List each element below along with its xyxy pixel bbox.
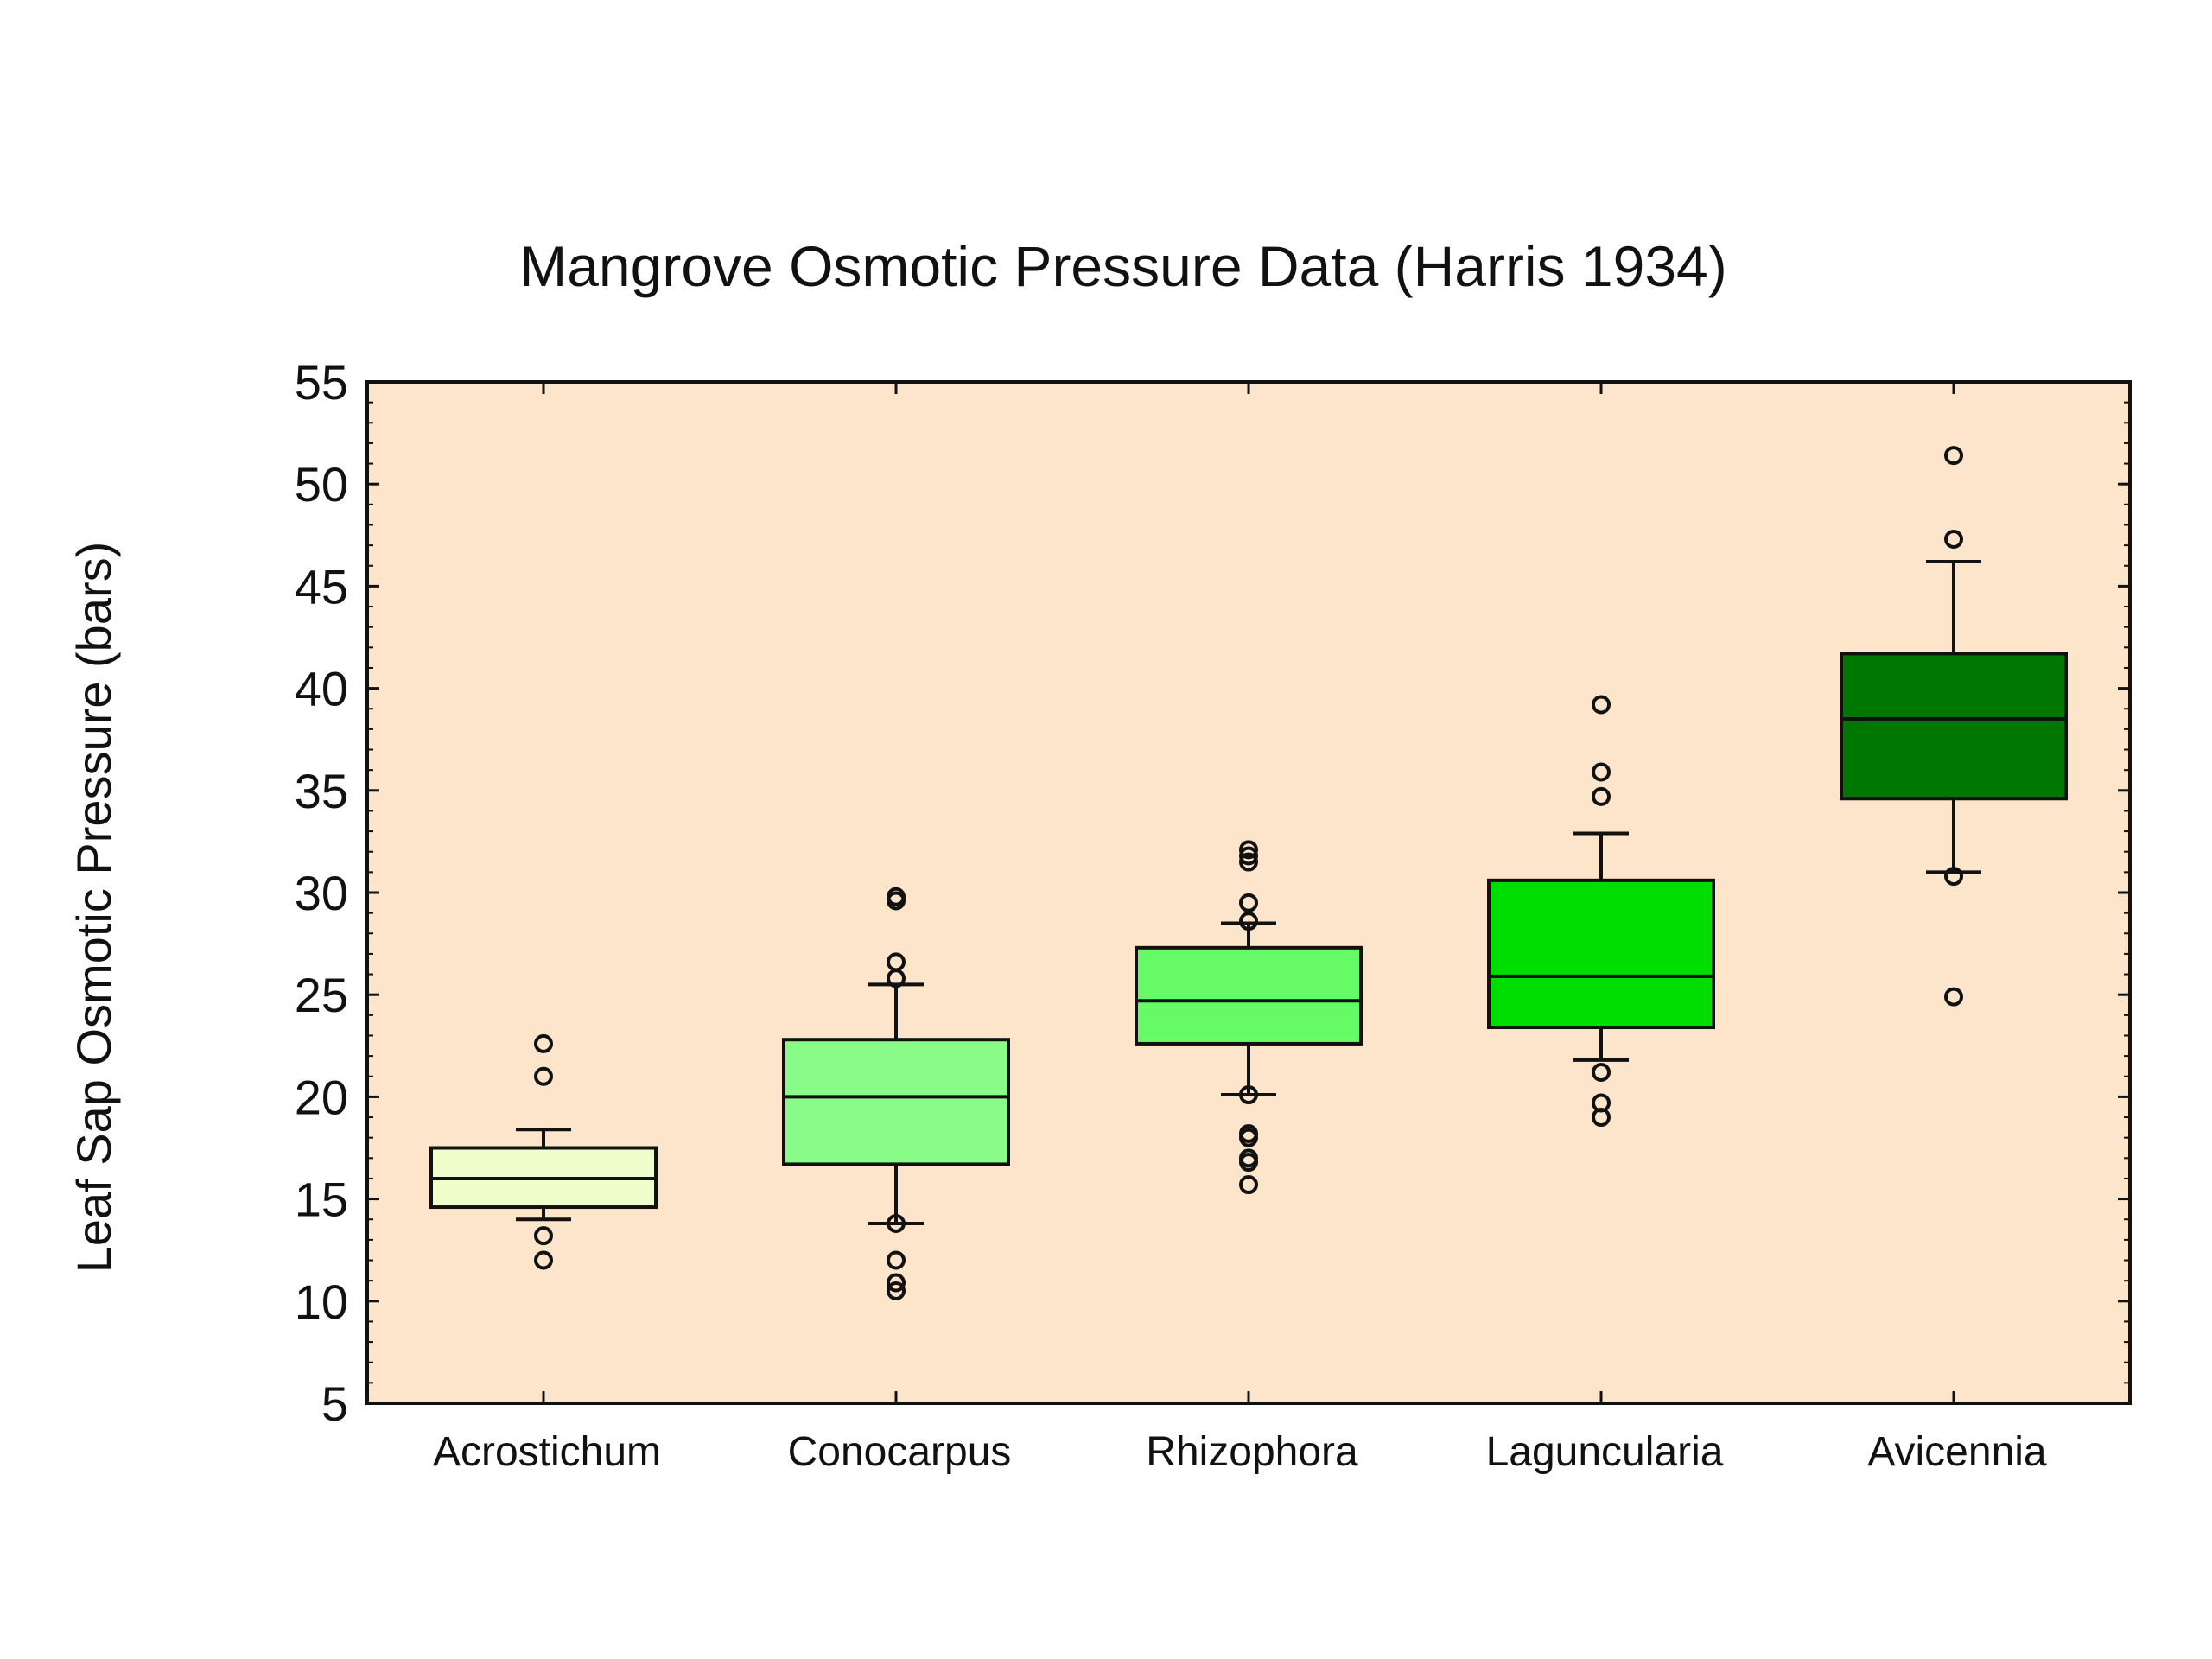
y-tick-label: 35	[295, 764, 348, 818]
outlier-point	[1944, 530, 1963, 550]
x-tick-label: Rhizophora	[1146, 1429, 1358, 1475]
x-tick-label: Acrostichum	[433, 1429, 661, 1475]
iqr-box	[782, 1038, 1010, 1166]
y-tick-label: 5	[321, 1376, 348, 1431]
outlier-point	[1239, 893, 1258, 912]
box-laguncularia	[1487, 695, 1715, 1128]
box-rhizophora	[1135, 840, 1363, 1195]
outlier-point	[1239, 1153, 1258, 1173]
x-tick-labels: Acrostichum Conocarpus Rhizophora Laguncula…	[433, 1429, 2047, 1475]
outlier-point	[1944, 987, 1963, 1007]
y-tick-label: 50	[295, 457, 348, 512]
outlier-point	[1592, 762, 1611, 782]
outlier-point	[1239, 1175, 1258, 1195]
outlier-point	[534, 1226, 553, 1246]
outlier-point	[1592, 1063, 1611, 1083]
outlier-point	[887, 1281, 906, 1300]
outlier-point	[1592, 695, 1611, 715]
outlier-point	[887, 1213, 906, 1233]
outlier-point	[887, 887, 906, 906]
outlier-point	[1239, 852, 1258, 872]
y-tick-label: 25	[295, 968, 348, 1022]
y-tick-label: 20	[295, 1070, 348, 1124]
iqr-box	[1487, 878, 1715, 1030]
outlier-point	[1239, 1085, 1258, 1105]
outlier-point	[1944, 867, 1963, 887]
y-tick-labels: 5 10 15 20 25 30 35 40 45 50 55	[295, 355, 348, 1431]
outlier-point	[1944, 446, 1963, 466]
outlier-point	[534, 1066, 553, 1086]
y-tick-label: 15	[295, 1173, 348, 1227]
box-acrostichum	[429, 1033, 658, 1270]
outlier-point	[1239, 846, 1258, 866]
outlier-point	[1239, 840, 1258, 860]
outlier-point	[887, 1273, 906, 1293]
x-tick-label: Avicennia	[1867, 1429, 2047, 1475]
plot-area	[365, 380, 2132, 1405]
outlier-point	[534, 1250, 553, 1270]
outlier-point	[534, 1033, 553, 1053]
y-tick-label: 30	[295, 866, 348, 920]
y-axis-label: Leaf Sap Osmotic Pressure (bars)	[67, 542, 121, 1274]
chart-title: Mangrove Osmotic Pressure Data (Harris 1…	[519, 234, 1726, 298]
x-tick-label: Laguncularia	[1486, 1429, 1724, 1475]
axis-ticks	[367, 380, 2130, 1405]
x-tick-label: Conocarpus	[788, 1429, 1012, 1475]
y-tick-label: 55	[295, 355, 348, 410]
outlier-point	[887, 1250, 906, 1270]
y-tick-label: 10	[295, 1274, 348, 1329]
y-tick-label: 45	[295, 559, 348, 613]
y-tick-label: 40	[295, 662, 348, 716]
iqr-box	[1840, 652, 2068, 801]
box-series	[429, 446, 2068, 1300]
outlier-point	[887, 952, 906, 972]
outlier-point	[1239, 1128, 1258, 1147]
outlier-point	[1592, 786, 1611, 806]
box-conocarpus	[782, 887, 1010, 1300]
outlier-point	[1239, 912, 1258, 931]
iqr-box	[1135, 945, 1363, 1046]
box-avicennia	[1840, 446, 2068, 1007]
outlier-point	[1592, 1108, 1611, 1128]
